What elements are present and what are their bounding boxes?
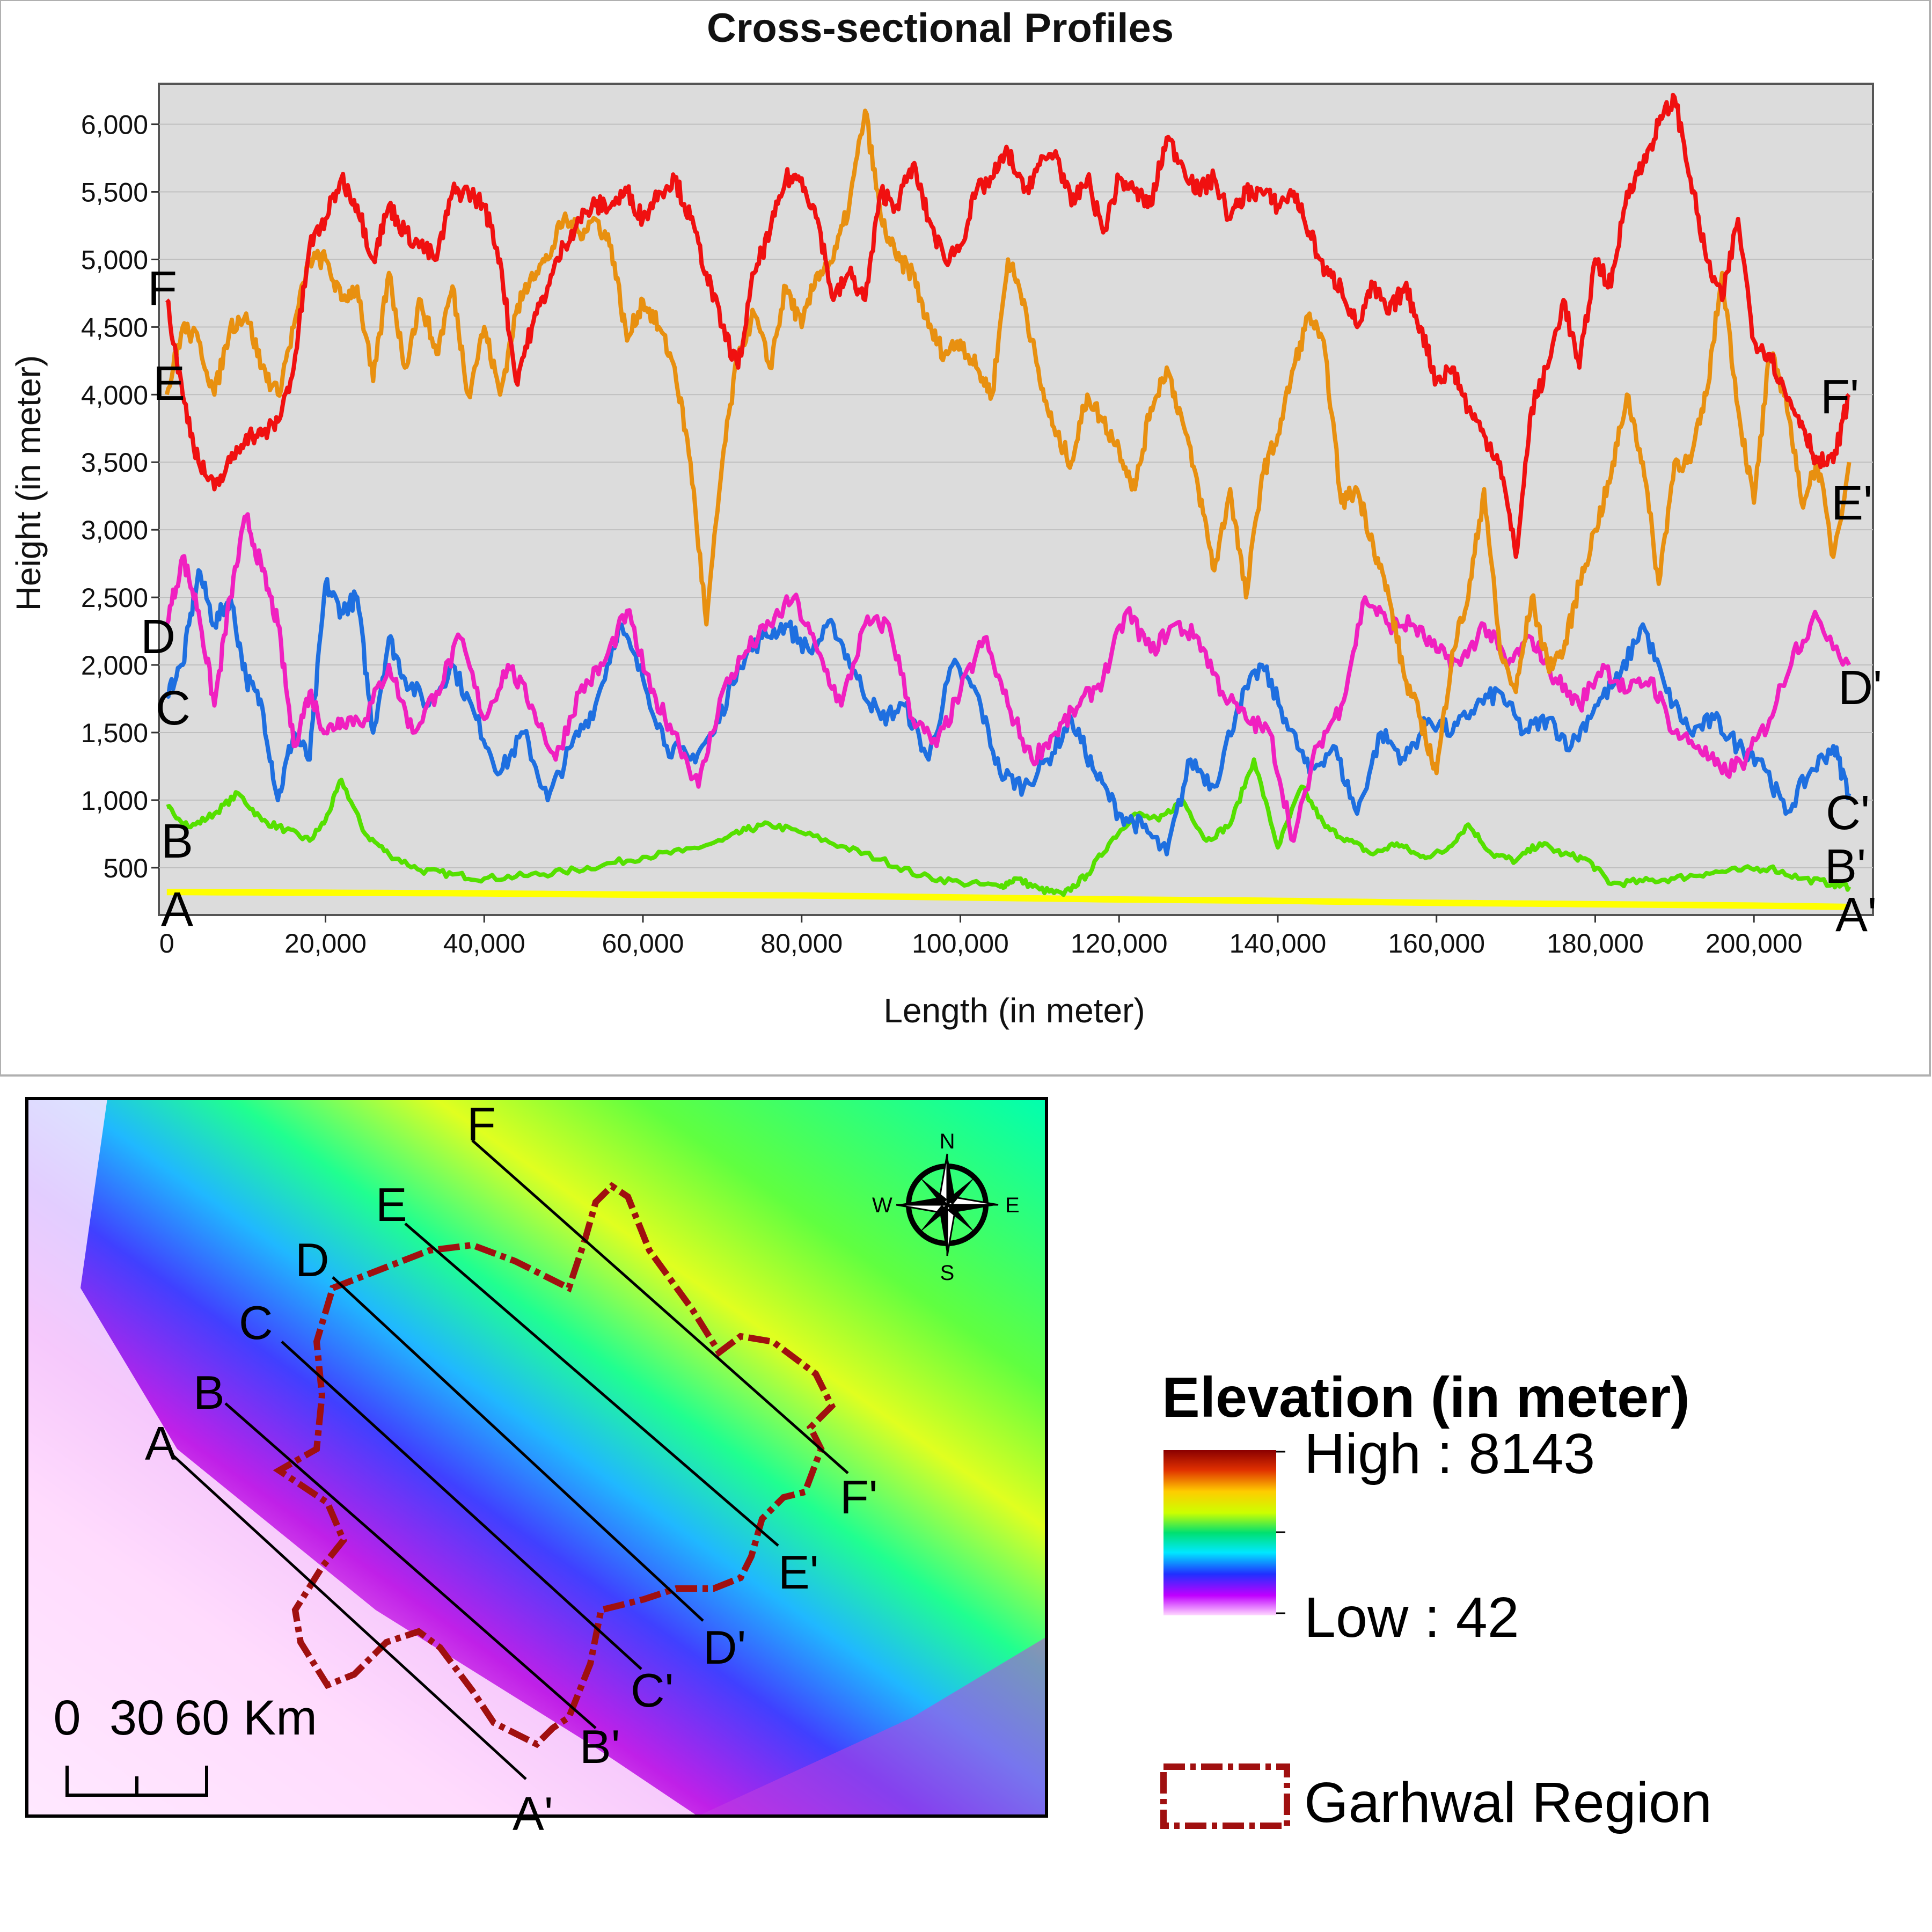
series-start-label: F xyxy=(148,262,177,316)
profile-start-label: A xyxy=(145,1417,177,1470)
compass-e: E xyxy=(1005,1194,1020,1217)
scale-label-60: 60 Km xyxy=(174,1690,317,1745)
y-tick-label: 1,000 xyxy=(81,786,148,816)
garhwal-boundary xyxy=(273,1182,836,1748)
x-tick-label: 120,000 xyxy=(1071,928,1168,958)
gridlines xyxy=(159,123,1873,868)
series-end-label: D' xyxy=(1838,661,1882,715)
profile-line xyxy=(332,1276,704,1622)
chart-title: Cross-sectional Profiles xyxy=(707,5,1174,51)
x-tick-label: 40,000 xyxy=(443,928,525,958)
profile-line xyxy=(224,1402,597,1729)
x-tick-label: 60,000 xyxy=(602,928,684,958)
legend-high: High : 8143 xyxy=(1304,1422,1595,1485)
series-start-label: E xyxy=(153,357,185,411)
legend-boundary-swatch xyxy=(1160,1763,1290,1829)
profile-start-label: E xyxy=(376,1178,407,1231)
profile-end-label: E' xyxy=(778,1546,819,1599)
series-line-b xyxy=(166,757,1851,897)
x-tick-label: 200,000 xyxy=(1706,928,1803,958)
series-start-label: B xyxy=(161,815,193,868)
plot-area xyxy=(158,83,1874,916)
y-tick-label: 5,500 xyxy=(81,177,148,207)
y-tick-label: 500 xyxy=(104,853,148,883)
y-tick-label: 3,500 xyxy=(81,448,148,478)
scale-label-0: 0 xyxy=(53,1690,80,1745)
profile-lines: A A' B B' C C' D D' E E' F F' xyxy=(145,1097,878,1840)
profile-series xyxy=(164,92,1851,910)
profile-line xyxy=(281,1341,642,1670)
y-axis-label: Height (in meter) xyxy=(9,355,48,611)
x-tick-label: 80,000 xyxy=(760,928,843,958)
profile-line xyxy=(471,1139,849,1474)
series-end-label: B' xyxy=(1825,840,1866,894)
profile-end-label: F' xyxy=(840,1470,878,1524)
x-tick-label: 180,000 xyxy=(1547,928,1644,958)
compass-w: W xyxy=(872,1194,892,1217)
x-tick-label: 100,000 xyxy=(912,928,1009,958)
series-start-label: A xyxy=(161,883,193,936)
x-tick-label: 20,000 xyxy=(284,928,367,958)
map-frame xyxy=(25,1097,1048,1818)
y-tick-label: 4,500 xyxy=(81,312,148,342)
profile-end-label: D' xyxy=(703,1621,746,1674)
profile-start-label: B xyxy=(193,1366,225,1419)
elevation-map: A A' B B' C C' D D' E E' F F' N S E W 0 30 60 Km xyxy=(25,1097,1048,1840)
profile-end-label: A' xyxy=(513,1787,553,1840)
series-line-c xyxy=(165,568,1851,857)
profile-start-label: F xyxy=(467,1097,496,1151)
profile-start-label: D xyxy=(295,1233,330,1286)
legend-title: Elevation (in meter) xyxy=(1162,1366,1690,1429)
profile-start-label: C xyxy=(239,1296,273,1349)
scale-label-30: 30 xyxy=(109,1690,164,1745)
y-tick-label: 1,500 xyxy=(81,718,148,748)
y-tick-label: 5,000 xyxy=(81,245,148,275)
southeast-foothills xyxy=(698,1637,1046,1816)
x-tick-label: 160,000 xyxy=(1388,928,1485,958)
series-line-e xyxy=(164,108,1851,775)
lowland-plain xyxy=(27,1099,698,1816)
scale-bar: 0 30 60 Km xyxy=(53,1690,317,1797)
profile-line xyxy=(404,1223,779,1547)
series-start-label: D xyxy=(141,610,175,664)
y-tick-label: 4,000 xyxy=(81,380,148,410)
x-axis-label: Length (in meter) xyxy=(883,991,1145,1030)
profile-end-labels: A A' B B' C C' D D' E E' F F' xyxy=(141,262,1882,942)
compass-s: S xyxy=(940,1261,955,1285)
y-tick-label: 2,500 xyxy=(81,583,148,613)
series-line-a xyxy=(166,889,1849,910)
profile-line xyxy=(171,1453,527,1780)
x-tick-label: 140,000 xyxy=(1230,928,1327,958)
series-end-label: C' xyxy=(1826,786,1870,840)
legend-low: Low : 42 xyxy=(1304,1586,1519,1649)
series-line-f xyxy=(165,92,1851,559)
series-start-label: C xyxy=(156,682,191,735)
profile-end-label: B' xyxy=(580,1720,620,1773)
profile-end-label: C' xyxy=(631,1664,674,1717)
series-end-label: E' xyxy=(1831,477,1872,530)
y-axis: 500 1,000 1,500 2,000 2,500 3,000 3,500 4,000 4,… xyxy=(81,110,159,883)
x-axis: 0 20,000 40,000 60,000 80,000 100,000 120,000 1… xyxy=(159,915,1803,958)
compass-icon: N S E W xyxy=(872,1130,1020,1285)
series-end-label: A' xyxy=(1835,888,1877,942)
compass-n: N xyxy=(940,1130,955,1153)
y-tick-label: 2,000 xyxy=(81,650,148,680)
y-tick-label: 3,000 xyxy=(81,515,148,545)
y-tick-label: 6,000 xyxy=(81,110,148,140)
legend-boundary: Garhwal Region xyxy=(1304,1771,1712,1834)
x-tick-label: 0 xyxy=(159,928,174,958)
map-legend: Elevation (in meter) High : 8143 Low : 4… xyxy=(1160,1366,1712,1834)
series-end-label: F' xyxy=(1820,370,1859,424)
legend-color-ramp xyxy=(1163,1450,1276,1615)
